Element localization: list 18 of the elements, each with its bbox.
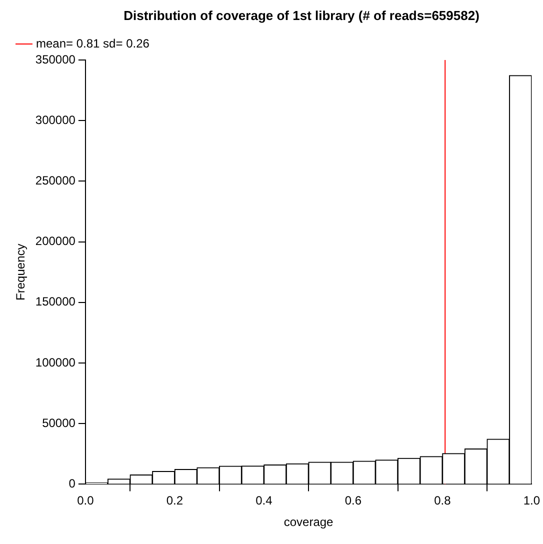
chart-title: Distribution of coverage of 1st library (# of reads=659582)	[122, 8, 480, 23]
x-tick-label: 1.0	[523, 494, 540, 508]
legend-label: mean= 0.81 sd= 0.26	[36, 36, 150, 50]
x-axis-title: coverage	[284, 515, 334, 530]
y-tick-label: 100000	[35, 355, 76, 370]
x-tick-label: 0.8	[434, 494, 452, 508]
y-axis-title: Frequency	[14, 244, 28, 300]
y-tick-label: 50000	[42, 416, 76, 430]
y-tick-label: 250000	[35, 174, 76, 188]
y-tick-label: 200000	[35, 234, 76, 248]
x-tick-label: 0.0	[77, 494, 94, 508]
x-tick-label: 0.4	[256, 494, 273, 508]
y-tick-label: 150000	[35, 294, 76, 309]
y-tick-label: 350000	[35, 52, 76, 66]
x-tick-label: 0.2	[166, 494, 184, 508]
x-tick-label: 0.6	[344, 494, 362, 508]
y-tick-label: 0	[68, 476, 76, 491]
y-tick-label: 300000	[35, 112, 76, 127]
